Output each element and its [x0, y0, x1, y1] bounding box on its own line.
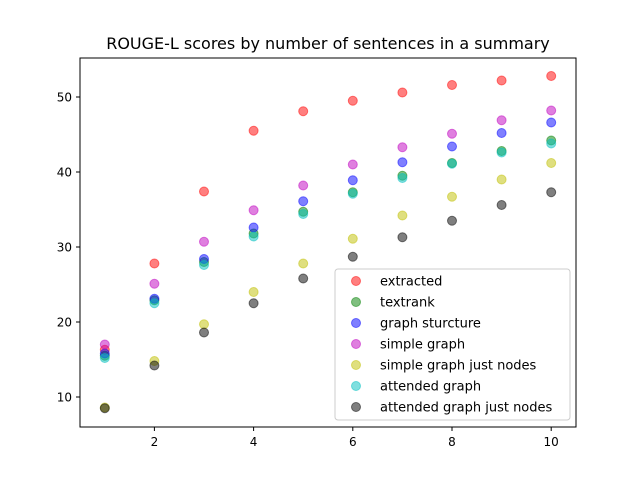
y-tick-label: 20 — [57, 316, 72, 330]
data-point — [149, 258, 160, 269]
data-point — [496, 200, 507, 210]
data-point — [496, 147, 507, 158]
data-point — [447, 158, 457, 169]
series-3 — [99, 105, 557, 350]
x-tick-label: 10 — [544, 435, 559, 449]
legend-marker — [351, 360, 361, 370]
data-point — [298, 196, 309, 207]
y-tick-label: 40 — [57, 166, 72, 180]
data-point — [149, 298, 160, 309]
data-point — [347, 188, 358, 199]
legend-marker — [351, 276, 361, 286]
data-point — [447, 191, 457, 202]
legend-marker — [351, 297, 361, 307]
data-point — [298, 258, 309, 269]
data-point — [397, 157, 408, 168]
legend-marker — [351, 339, 361, 349]
data-point — [298, 273, 309, 284]
data-point — [496, 128, 507, 138]
data-point — [248, 298, 259, 309]
data-point — [298, 106, 309, 117]
chart-title: ROUGE-L scores by number of sentences in… — [106, 34, 550, 53]
data-point — [347, 95, 358, 106]
x-tick-label: 4 — [250, 435, 258, 449]
x-tick-label: 6 — [349, 435, 357, 449]
data-point — [149, 278, 160, 289]
data-point — [546, 138, 557, 149]
data-point — [447, 141, 457, 152]
data-point — [546, 71, 557, 81]
legend-label: simple graph just nodes — [380, 359, 537, 374]
x-tick-label: 2 — [151, 435, 159, 449]
legend-label: attended graph — [380, 380, 481, 395]
data-point — [199, 236, 209, 247]
data-point — [99, 339, 110, 350]
legend-marker — [351, 318, 361, 328]
data-point — [347, 159, 358, 170]
legend-label: extracted — [380, 275, 442, 290]
series-0 — [99, 71, 557, 355]
data-point — [199, 319, 209, 330]
legend-label: graph sturcture — [380, 317, 481, 332]
data-point — [248, 287, 259, 297]
data-point — [397, 232, 408, 243]
data-point — [298, 180, 309, 191]
data-point — [447, 80, 457, 90]
data-point — [199, 327, 209, 338]
axes: 2 4 6 8 10 10 20 30 40 50 — [57, 91, 559, 450]
data-point — [248, 125, 259, 136]
data-point — [199, 260, 209, 270]
series-5 — [99, 138, 557, 363]
legend-marker — [351, 402, 361, 412]
legend-box — [334, 268, 571, 421]
data-point — [546, 187, 557, 198]
data-point — [546, 158, 557, 168]
data-point — [496, 115, 507, 126]
data-point — [496, 174, 507, 185]
data-point — [248, 231, 259, 242]
data-point — [447, 128, 457, 139]
legend: extracted textrank graph sturcture simple g… — [334, 268, 571, 421]
series-6 — [99, 187, 557, 414]
x-tick-label: 8 — [448, 435, 456, 449]
data-point — [149, 360, 160, 371]
data-point — [248, 222, 259, 233]
y-tick-label: 50 — [57, 91, 72, 105]
data-point — [397, 142, 408, 153]
data-point — [347, 175, 358, 186]
legend-label: simple graph — [380, 338, 465, 353]
data-points — [99, 71, 557, 414]
data-point — [298, 209, 309, 219]
data-point — [447, 215, 457, 226]
data-point — [199, 186, 209, 197]
data-point — [397, 87, 408, 98]
legend-label: attended graph just nodes — [380, 401, 553, 416]
data-point — [546, 105, 557, 116]
data-point — [248, 205, 259, 216]
plot-area-frame — [79, 57, 577, 428]
data-point — [99, 403, 110, 414]
legend-label: textrank — [380, 296, 435, 311]
data-point — [546, 117, 557, 128]
data-point — [496, 75, 507, 86]
data-point — [347, 233, 358, 244]
data-point — [99, 353, 110, 363]
data-point — [397, 173, 408, 183]
data-point — [347, 251, 358, 262]
data-point — [397, 210, 408, 221]
legend-marker — [351, 381, 361, 391]
y-tick-label: 10 — [57, 391, 72, 405]
y-tick-label: 30 — [57, 241, 72, 255]
